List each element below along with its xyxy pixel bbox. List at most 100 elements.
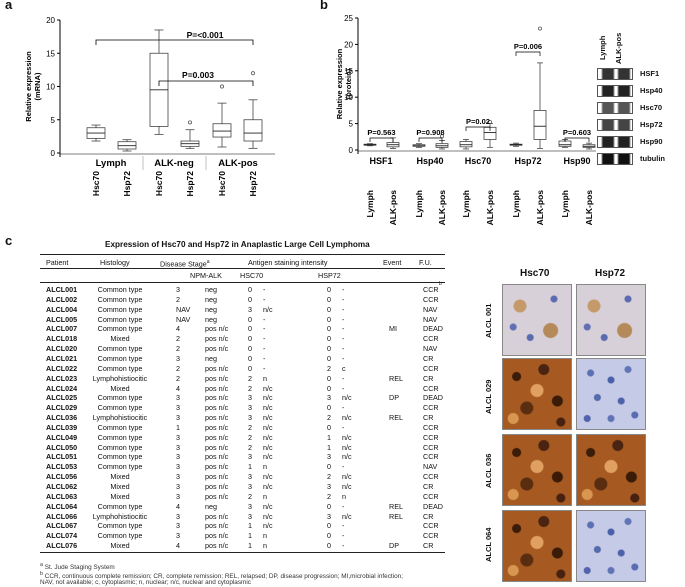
table-cell: REL [389, 413, 403, 423]
table-cell: n [263, 462, 267, 472]
header-event: Event [383, 258, 402, 267]
table-cell: Common type [97, 363, 143, 373]
x-tick-label: Lymph [511, 190, 521, 218]
table-cell: CCR [423, 442, 439, 452]
table-cell: - [342, 353, 345, 363]
table-patient-id: ALCL002 [46, 294, 78, 304]
ihc-image-alcl064-hsc70 [502, 510, 572, 582]
x-tick-label: Lymph [461, 190, 471, 218]
table-cell: Common type [97, 285, 143, 294]
table-cell: 3 [248, 511, 252, 521]
table-cell: n [263, 531, 267, 541]
table-cell: - [342, 403, 345, 413]
table-cell: Common type [97, 422, 143, 432]
table-cell: 3 [176, 353, 180, 363]
table-rule [40, 254, 445, 255]
table-cell: Lymphohistiocitic [92, 373, 148, 383]
table-cell: - [263, 334, 266, 344]
table-cell: Common type [97, 432, 143, 442]
table-cell: - [263, 314, 266, 324]
table-cell: Common type [97, 324, 143, 334]
table-patient-id: ALCL018 [46, 334, 78, 344]
table-patient-id: ALCL039 [46, 422, 78, 432]
blot-band-label: HSF1 [640, 69, 660, 78]
table-cell: 1 [327, 442, 331, 452]
table-patient-id: ALCL020 [46, 344, 78, 354]
table-cell: 0 [248, 363, 252, 373]
footnote-mark: b [439, 281, 442, 287]
panel-label-c: c [5, 233, 13, 248]
table-cell: 3 [327, 452, 331, 462]
table-patient-id: ALCL007 [46, 324, 78, 334]
table-cell: pos n/c [205, 482, 229, 491]
table-cell: 0 [248, 324, 252, 334]
table-cell: Common type [97, 501, 143, 511]
header-patient: Patient [46, 258, 69, 267]
table-cell: pos n/c [205, 324, 229, 334]
table-cell: 2 [176, 294, 180, 304]
box-outlier [220, 84, 224, 89]
table-cell: 0 [327, 462, 331, 472]
ihc-row-label: ALCL 064 [484, 527, 493, 562]
table-cell: Mixed [110, 491, 130, 501]
table-cell: CCR [423, 363, 439, 373]
x-tick-label: Lymph [560, 190, 570, 218]
significance-bracket [95, 39, 254, 45]
table-cell: Common type [97, 403, 143, 413]
table-cell: 0 [327, 383, 331, 393]
table-cell: 0 [327, 324, 331, 334]
y-tick-label: 5 [51, 116, 56, 125]
table-cell: n/c [263, 422, 273, 432]
ihc-row-label: ALCL 029 [484, 379, 493, 414]
blot-band-label: tubulin [640, 154, 665, 163]
box-outlier [538, 26, 542, 31]
box-outlier [188, 120, 192, 125]
group-label: Hsp40 [416, 156, 443, 166]
table-cell: Common type [97, 304, 143, 314]
table-cell: pos n/c [205, 344, 229, 354]
table-title: Expression of Hsc70 and Hsp72 in Anaplas… [105, 240, 370, 249]
table-cell: CCR [423, 383, 439, 393]
table-cell: 0 [248, 353, 252, 363]
table-cell: 0 [327, 531, 331, 541]
table-cell: 1 [248, 521, 252, 531]
blot-band [597, 85, 633, 97]
table-cell: Mixed [110, 383, 130, 393]
ihc-image-alcl029-hsp72 [576, 358, 646, 430]
p-value: P=0.603 [563, 128, 591, 137]
table-cell: - [263, 285, 266, 294]
table-cell: 3 [176, 452, 180, 462]
table-patient-id: ALCL056 [46, 472, 78, 482]
table-cell: - [342, 501, 345, 511]
table-cell: CR [423, 511, 434, 521]
table-cell: 3 [248, 452, 252, 462]
y-axis-label: (mRNA) [33, 72, 42, 100]
table-cell: 3 [327, 511, 331, 521]
table-cell: Common type [97, 294, 143, 304]
table-cell: Common type [97, 452, 143, 462]
table-cell: 0 [327, 403, 331, 413]
significance-bracket [369, 137, 394, 142]
table-cell: n/c [342, 472, 352, 482]
table-cell: n/c [263, 482, 273, 491]
table-cell: Common type [97, 314, 143, 324]
table-cell: 2 [248, 442, 252, 452]
table-cell: neg [205, 353, 217, 363]
x-tick-label: Hsc70 [154, 171, 164, 196]
group-label: Lymph [96, 158, 127, 169]
table-cell: 2 [176, 363, 180, 373]
table-patient-id: ALCL053 [46, 462, 78, 472]
table-cell: pos n/c [205, 383, 229, 393]
table-cell: n/c [263, 393, 273, 403]
table-cell: - [263, 363, 266, 373]
p-value: P=0.003 [182, 70, 214, 80]
x-tick-label: Hsc70 [91, 171, 101, 196]
table-cell: DP [389, 393, 399, 403]
table-cell: - [342, 541, 345, 551]
table-cell: 0 [327, 373, 331, 383]
ihc-image-alcl029-hsc70 [502, 358, 572, 430]
y-tick-label: 20 [46, 16, 55, 25]
box [243, 119, 263, 142]
table-cell: pos n/c [205, 393, 229, 403]
table-cell: - [342, 285, 345, 294]
